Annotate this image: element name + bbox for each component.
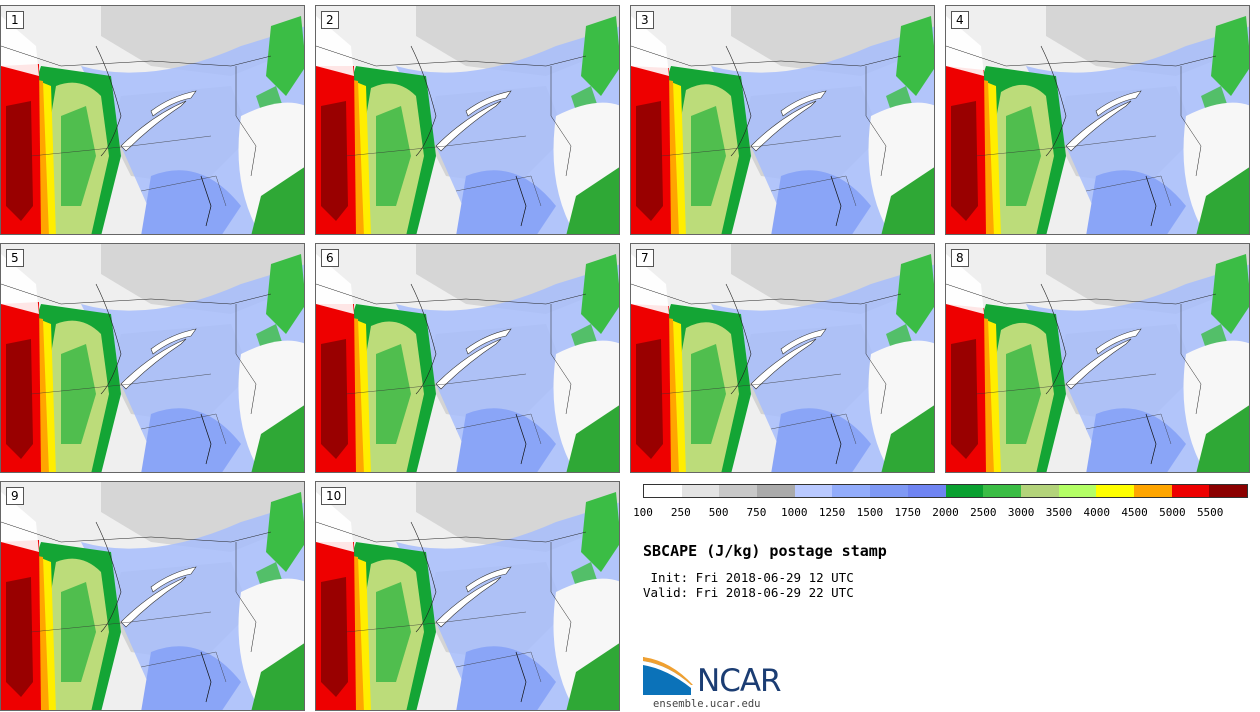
member-number-label: 5 [6,249,24,267]
colorbar-tick-labels: 100 250 500 750 1000 1250 1500 1750 2000 2500 3000… [633,506,1248,520]
colorbar-swatch [907,485,946,497]
member-number-label: 10 [321,487,347,505]
colorbar-tick-label: 3000 [1007,506,1035,519]
member-number-label: 1 [6,11,24,29]
logo-url: ensemble.ucar.edu [653,698,761,710]
colorbar-swatch [794,485,833,497]
member-number-label: 3 [636,11,654,29]
member-number-label: 8 [951,249,969,267]
ensemble-member-map: 4 [945,5,1250,235]
colorbar-swatch [1058,485,1097,497]
valid-time: Valid: Fri 2018-06-29 22 UTC [643,585,854,600]
ensemble-member-map: 5 [0,243,305,473]
colorbar-tick-label: 750 [746,506,767,519]
ensemble-member-map: 9 [0,481,305,711]
ensemble-member-map: 10 [315,481,620,711]
colorbar-tick-label: 3500 [1045,506,1073,519]
colorbar-swatch [945,485,984,497]
ensemble-member-map: 1 [0,5,305,235]
member-number-label: 6 [321,249,339,267]
colorbar-swatch [983,485,1021,497]
colorbar-tick-label: 250 [670,506,691,519]
ncar-logo-icon [643,657,693,695]
colorbar-tick-label: 2000 [932,506,959,519]
member-number-label: 2 [321,11,339,29]
colorbar-tick-label: 2500 [970,506,997,519]
colorbar [643,484,1248,498]
init-time: Init: Fri 2018-06-29 12 UTC [643,570,854,585]
colorbar-swatch [1209,485,1247,497]
chart-title: SBCAPE (J/kg) postage stamp [643,542,887,560]
colorbar-swatch [870,485,908,497]
colorbar-swatch [1171,485,1210,497]
member-number-label: 9 [6,487,24,505]
colorbar-tick-label: 1500 [856,506,884,519]
colorbar-tick-label: 4000 [1083,506,1111,519]
colorbar-tick-label: 1750 [894,506,921,519]
colorbar-swatch [1020,485,1059,497]
colorbar-swatch [681,485,720,497]
colorbar-swatch [719,485,758,497]
ensemble-member-map: 7 [630,243,935,473]
colorbar-swatch [1096,485,1134,497]
member-number-label: 4 [951,11,969,29]
ensemble-member-map: 8 [945,243,1250,473]
colorbar-tick-label: 5000 [1159,506,1186,519]
colorbar-tick-label: 1250 [818,506,846,519]
colorbar-swatch [644,485,682,497]
colorbar-tick-label: 1000 [781,506,808,519]
ncar-logo-text: NCAR [697,663,782,699]
colorbar-tick-label: 500 [708,506,729,519]
member-number-label: 7 [636,249,654,267]
colorbar-tick-label: 5500 [1196,506,1224,519]
ensemble-member-map: 3 [630,5,935,235]
ensemble-member-map: 2 [315,5,620,235]
colorbar-swatch [1133,485,1172,497]
colorbar-swatch [757,485,795,497]
ensemble-member-map: 6 [315,243,620,473]
colorbar-swatch [832,485,871,497]
colorbar-tick-label: 4500 [1121,506,1148,519]
colorbar-tick-label: 100 [633,506,653,519]
